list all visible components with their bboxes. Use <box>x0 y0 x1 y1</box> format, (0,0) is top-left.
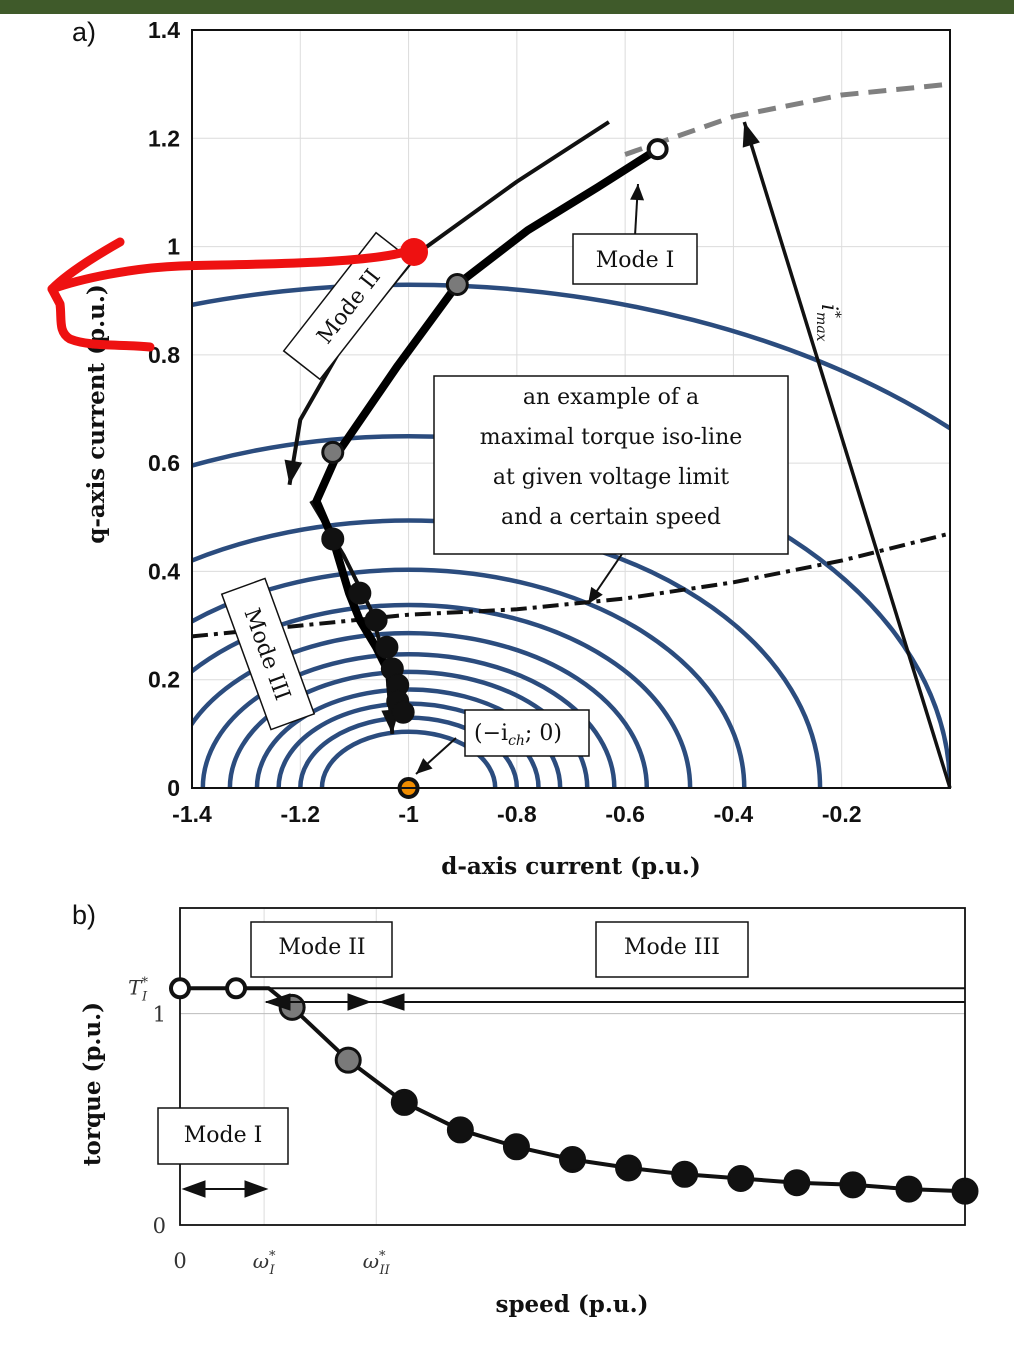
panel-b-frame <box>179 907 966 1226</box>
b-x-tick-label: 0 <box>173 1249 186 1273</box>
voltage-ellipse-7 <box>192 603 693 788</box>
torque-point-0 <box>169 977 191 1000</box>
torque-point-4 <box>334 1046 362 1074</box>
torque-point-7 <box>502 1133 530 1161</box>
voltage-ellipse-8 <box>192 567 747 788</box>
panel-a-frame <box>191 29 951 789</box>
voltage-ellipse-0 <box>319 729 498 788</box>
ich-open: (−i <box>474 721 508 746</box>
torque-point-14 <box>895 1175 923 1203</box>
panel-b-ticks: 0 ω* I ω* II 0 1T* I <box>128 975 390 1278</box>
marker-filled-5 <box>364 608 388 632</box>
window-top-strip <box>0 0 1014 14</box>
b-y-extra-tick: T* I <box>128 975 148 1004</box>
voltage-ellipse-5 <box>200 652 617 788</box>
y-tick-label: 0.4 <box>148 558 180 584</box>
ich-point-label: (−ich; 0) <box>474 721 562 749</box>
b-y-tick-label: 0 <box>153 1214 166 1238</box>
b-x-tick-label: ω* II <box>363 1249 391 1278</box>
panel-a-y-label: q-axis current (p.u.) <box>83 284 110 543</box>
iso-line-note: an example of a maximal torque iso-line … <box>433 375 789 555</box>
torque-point-12 <box>783 1169 811 1197</box>
panel-a-markers <box>321 138 669 799</box>
pointer-head-1 <box>416 758 433 774</box>
b-mode-iii-box: Mode III <box>595 921 749 978</box>
iso-note-line-2: maximal torque iso-line <box>480 425 743 450</box>
iso-note-line-3: at given voltage limit <box>493 465 729 490</box>
y-tick-label: 0.6 <box>148 450 180 476</box>
y-tick-label: 1.4 <box>148 17 180 43</box>
marker-filled-3 <box>321 527 345 551</box>
torque-point-11 <box>727 1165 755 1193</box>
iso-note-line-4: and a certain speed <box>501 505 721 530</box>
imax-text: i*max <box>813 304 843 342</box>
pointer-head-2 <box>588 586 603 604</box>
torque-point-13 <box>839 1171 867 1199</box>
b-x-tick-label: ω* I <box>253 1249 276 1278</box>
panel-a-x-label: d-axis current (p.u.) <box>441 853 700 880</box>
panel-a-x-ticks: -1.4 -1.2 -1 -0.8 -0.6 -0.4 -0.2 <box>172 801 861 827</box>
marker-open-0 <box>646 138 669 161</box>
torque-point-6 <box>446 1116 474 1144</box>
torque-point-8 <box>559 1145 586 1173</box>
b-range-arrows <box>181 993 965 1198</box>
panel-b-y-label: torque (p.u.) <box>79 1002 106 1166</box>
imax-i: i <box>816 304 841 311</box>
marker-grey-1 <box>445 272 469 296</box>
b-mode-iii-label: Mode III <box>624 935 720 960</box>
figure: a) -1.4 -1.2 -1 -0.8 -0.6 -0.4 -0.2 0 0.2 0.4 0.6… <box>47 17 979 1318</box>
y-tick-label: 0.2 <box>148 667 180 693</box>
y-tick-label: 1.2 <box>148 125 180 151</box>
x-tick-label: -1 <box>398 801 419 827</box>
x-tick-label: -1.2 <box>280 801 320 827</box>
mode-i-box: Mode I <box>572 233 698 285</box>
voltage-ellipse-10 <box>192 434 950 788</box>
iso-note-line-1: an example of a <box>523 385 699 410</box>
x-tick-label: -0.8 <box>497 801 537 827</box>
imax-sub: max <box>813 312 829 342</box>
b-mode-i-box: Mode I <box>157 1107 289 1165</box>
b-mode-ii-label: Mode II <box>278 935 365 960</box>
marker-filled-10 <box>391 700 415 724</box>
current-limit-circle <box>624 81 951 157</box>
panel-b-label: b) <box>72 900 96 930</box>
ich-point-box: (−ich; 0) <box>464 709 590 757</box>
voltage-ellipse-6 <box>192 631 650 788</box>
ich-tail: ; 0) <box>525 721 562 746</box>
x-tick-label: -0.6 <box>605 801 645 827</box>
mode-arrow-2 <box>742 121 952 789</box>
panel-a-y-ticks: 00.20.40.60.811.21.4 <box>148 17 180 801</box>
y-tick-label: 1 <box>167 234 180 260</box>
marker-filled-4 <box>348 581 372 605</box>
x-tick-label: -0.2 <box>822 801 862 827</box>
torque-point-9 <box>615 1154 643 1182</box>
y-tick-label: 0 <box>167 775 180 801</box>
torque-point-15 <box>951 1177 979 1205</box>
torque-point-10 <box>671 1160 699 1188</box>
x-tick-label: -0.4 <box>714 801 754 827</box>
voltage-ellipse-9 <box>192 518 823 788</box>
torque-point-1 <box>225 977 248 1000</box>
b-mode-ii-box: Mode II <box>250 921 393 978</box>
x-tick-label: -1.4 <box>172 801 212 827</box>
pointer-head-0 <box>630 184 645 201</box>
imax-label: i*max <box>813 304 843 342</box>
red-overlay-arrow <box>47 237 428 352</box>
b-mode-i-label: Mode I <box>184 1123 263 1148</box>
panel-b-x-label: speed (p.u.) <box>496 1291 649 1318</box>
torque-point-5 <box>390 1088 418 1116</box>
mode-arrow-head-2 <box>742 122 760 148</box>
marker-grey-2 <box>321 440 345 464</box>
mode-arrow-head-0 <box>284 459 303 485</box>
mode-i-label: Mode I <box>596 248 675 273</box>
imax-sup: * <box>827 311 843 318</box>
marker-filled-6 <box>375 635 399 659</box>
ich-sub: ch <box>508 733 525 749</box>
b-y-tick-label: 1 <box>153 1003 166 1027</box>
panel-a-label: a) <box>72 17 96 47</box>
panel-b-torque-curve <box>169 977 979 1205</box>
